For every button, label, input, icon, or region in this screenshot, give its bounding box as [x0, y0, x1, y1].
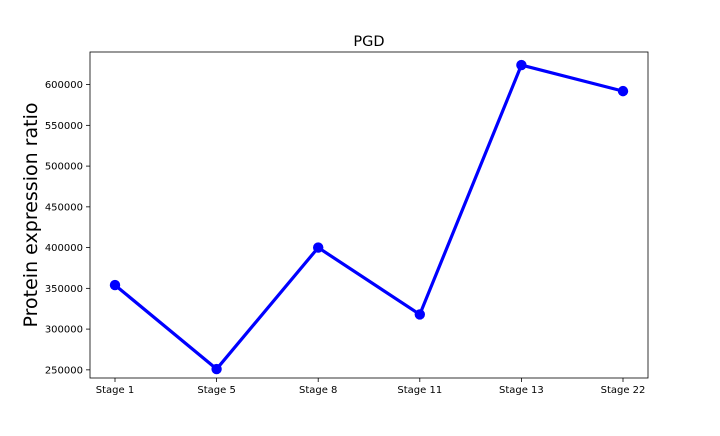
series-layer: [109, 59, 629, 375]
data-point-stage-13: [516, 59, 527, 71]
y-tick-label: 300000: [45, 325, 83, 336]
x-tick-label: Stage 22: [601, 385, 646, 396]
y-axis-label: Protein expression ratio: [20, 103, 42, 328]
y-tick-label: 500000: [45, 162, 83, 173]
series-line: [113, 63, 625, 371]
chart-title: PGD: [353, 34, 384, 50]
y-tick-label: 250000: [45, 365, 83, 376]
data-point-stage-11: [414, 309, 425, 320]
x-tick-label: Stage 1: [96, 385, 134, 396]
x-axis: Stage 1 Stage 5 Stage 8 Stage 11 Stage 13 Sta…: [96, 378, 646, 396]
x-tick-label: Stage 11: [397, 385, 442, 396]
data-point-stage-8: [313, 242, 324, 253]
data-point-stage-22: [617, 85, 629, 97]
plot-area-frame: [89, 51, 649, 379]
data-point-stage-5: [211, 363, 222, 375]
y-axis: 250000 300000 350000 400000 450000 500000 5500…: [45, 80, 90, 376]
y-tick-label: 600000: [45, 80, 83, 91]
x-tick-label: Stage 5: [197, 385, 235, 396]
x-tick-label: Stage 13: [499, 385, 544, 396]
y-tick-label: 400000: [45, 243, 83, 254]
y-tick-label: 350000: [45, 284, 83, 295]
y-tick-label: 550000: [45, 121, 83, 132]
y-tick-label: 450000: [45, 202, 83, 213]
x-tick-label: Stage 8: [299, 385, 337, 396]
data-point-stage-1: [109, 279, 121, 291]
